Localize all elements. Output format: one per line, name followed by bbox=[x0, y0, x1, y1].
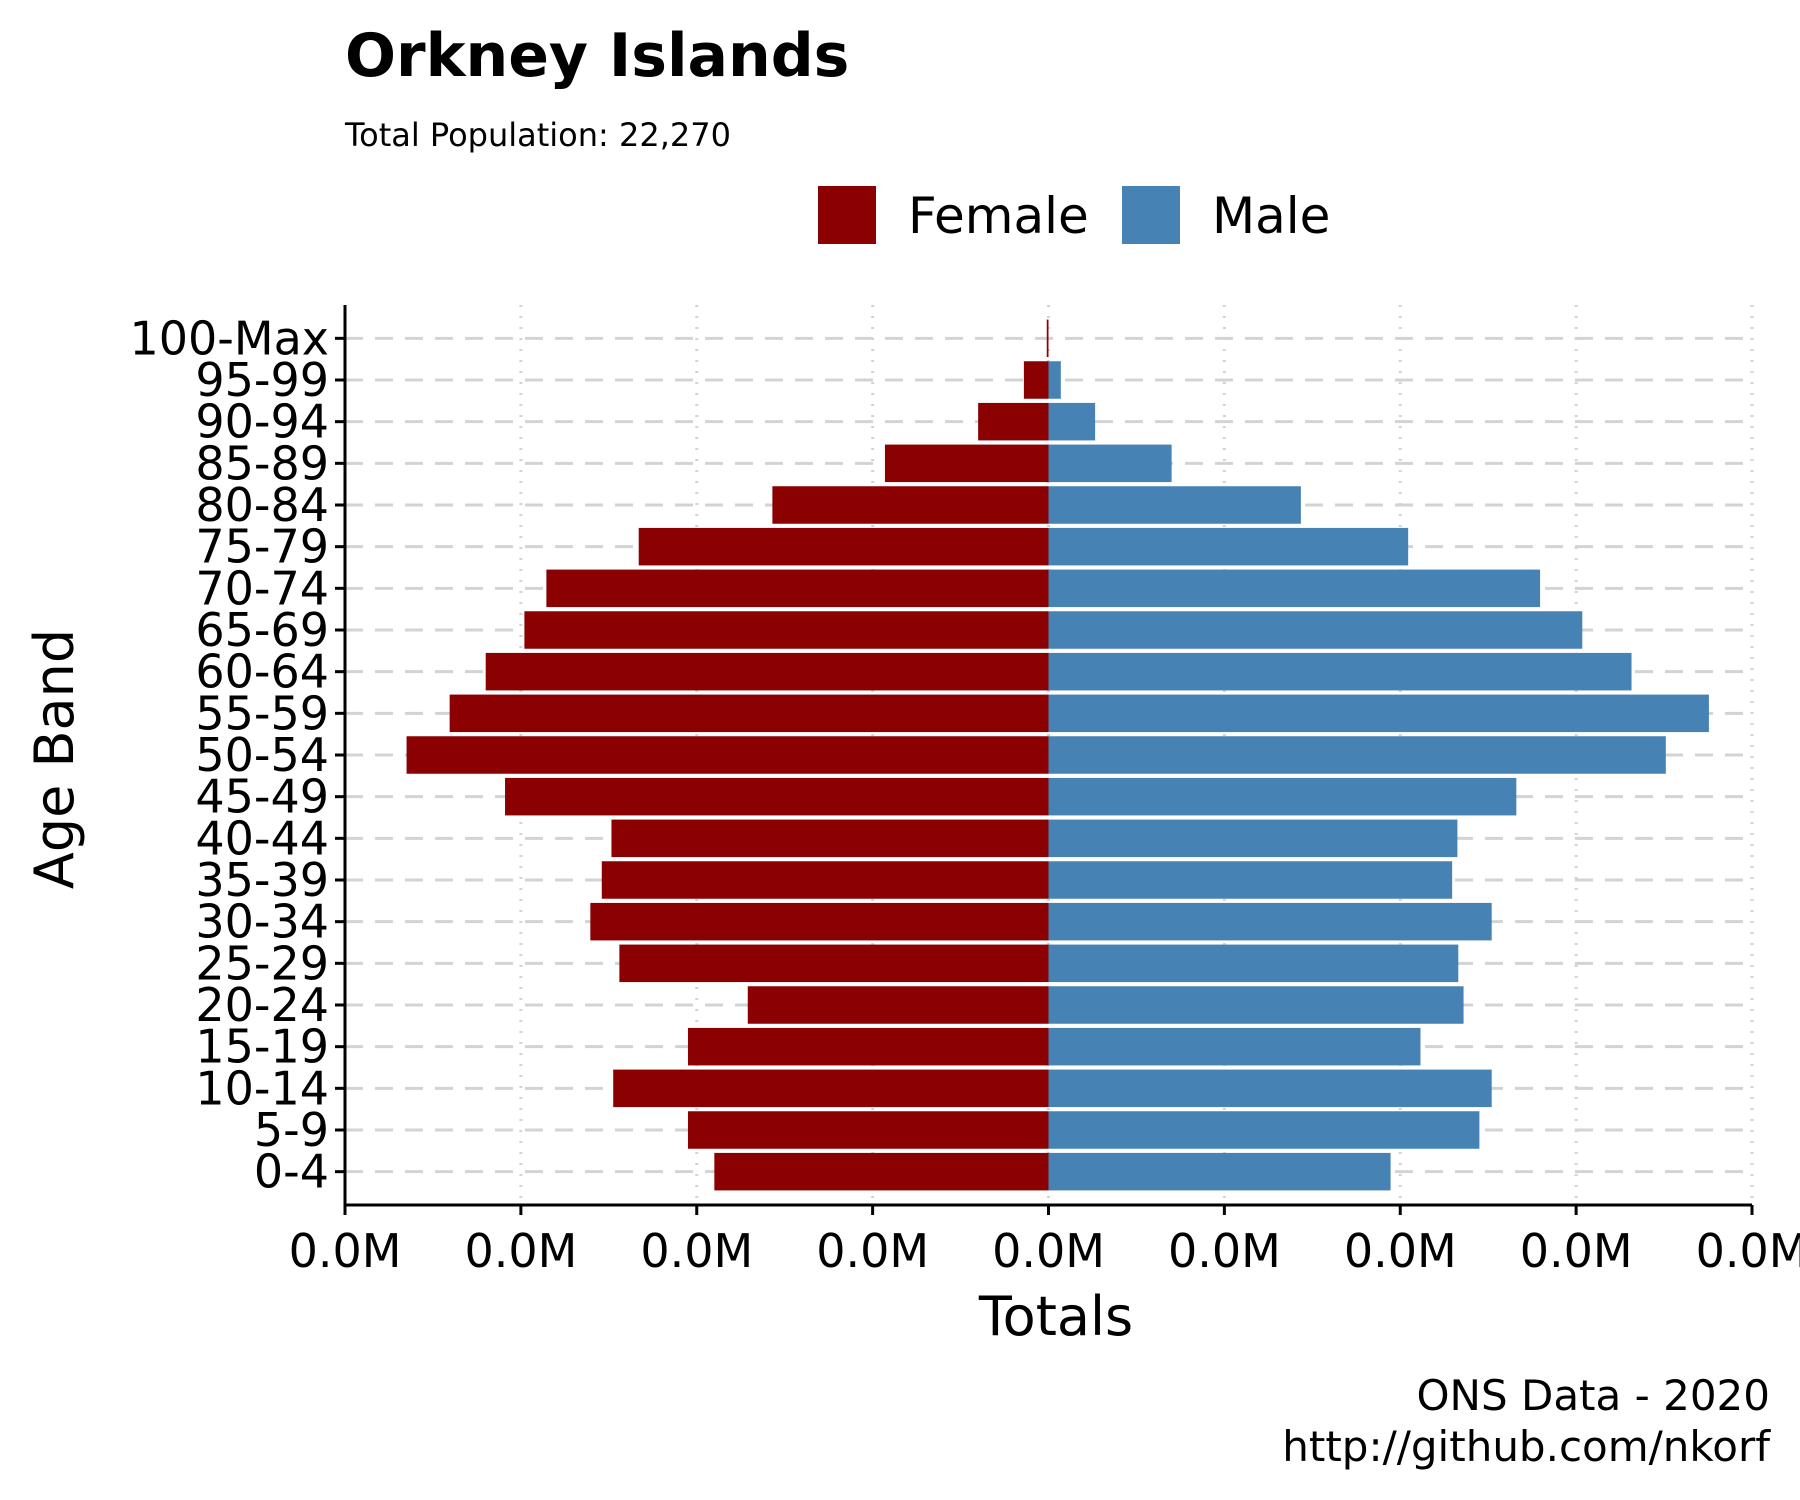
y-tick-label: 55-59 bbox=[195, 686, 329, 740]
x-tick-label: 0.0M bbox=[1344, 1224, 1457, 1278]
bar-female-50-54 bbox=[406, 736, 1049, 774]
bar-female-80-84 bbox=[772, 486, 1049, 524]
bar-male-95-99 bbox=[1048, 361, 1061, 399]
bar-male-40-44 bbox=[1048, 819, 1458, 858]
bar-female-55-59 bbox=[449, 694, 1049, 733]
y-tick-label: 5-9 bbox=[254, 1103, 329, 1157]
bar-male-90-94 bbox=[1048, 402, 1096, 441]
bar-male-45-49 bbox=[1048, 777, 1517, 816]
caption-source: ONS Data - 2020 bbox=[1416, 1371, 1770, 1420]
x-tick-label: 0.0M bbox=[640, 1224, 753, 1278]
legend-swatch-male bbox=[1122, 186, 1180, 244]
x-tick-label: 0.0M bbox=[992, 1224, 1105, 1278]
x-tick-label: 0.0M bbox=[289, 1224, 402, 1278]
bar-female-10-14 bbox=[613, 1069, 1049, 1108]
y-tick-label: 10-14 bbox=[195, 1061, 329, 1115]
axes bbox=[335, 305, 1754, 1215]
x-tick-label: 0.0M bbox=[816, 1224, 929, 1278]
chart-title: Orkney Islands bbox=[345, 21, 849, 91]
bar-male-60-64 bbox=[1048, 652, 1632, 691]
bar-female-75-79 bbox=[638, 527, 1049, 566]
bar-female-95-99 bbox=[1023, 361, 1049, 399]
bar-male-65-69 bbox=[1048, 611, 1583, 649]
bar-male-55-59 bbox=[1048, 694, 1709, 733]
legend: Female Male bbox=[818, 186, 1330, 245]
bar-male-20-24 bbox=[1048, 986, 1464, 1024]
x-tick-label: 0.0M bbox=[1168, 1224, 1281, 1278]
bar-female-30-34 bbox=[590, 902, 1049, 941]
y-tick-label: 35-39 bbox=[195, 853, 329, 907]
y-tick-label: 100-Max bbox=[130, 311, 330, 365]
y-tick-label: 40-44 bbox=[195, 811, 329, 865]
bar-male-15-19 bbox=[1048, 1027, 1421, 1066]
bar-female-90-94 bbox=[978, 402, 1049, 441]
bar-female-35-39 bbox=[601, 861, 1049, 899]
legend-swatch-female bbox=[818, 186, 876, 244]
bar-female-40-44 bbox=[611, 819, 1049, 858]
y-tick-label: 85-89 bbox=[195, 436, 329, 490]
bar-female-20-24 bbox=[747, 986, 1049, 1024]
x-tick-label: 0.0M bbox=[1696, 1224, 1800, 1278]
bar-male-75-79 bbox=[1048, 527, 1409, 566]
bar-male-70-74 bbox=[1048, 569, 1541, 608]
bar-male-80-84 bbox=[1048, 486, 1301, 524]
bar-female-25-29 bbox=[619, 944, 1049, 983]
bar-female-60-64 bbox=[485, 652, 1049, 691]
bar-female-100-Max bbox=[1046, 319, 1049, 358]
y-tick-label: 80-84 bbox=[195, 478, 329, 532]
bar-male-85-89 bbox=[1048, 444, 1172, 483]
x-axis-title: Totals bbox=[978, 1285, 1133, 1348]
legend-label-male: Male bbox=[1212, 187, 1330, 245]
y-axis-title: Age Band bbox=[23, 629, 86, 889]
y-tick-label: 20-24 bbox=[195, 978, 329, 1032]
bar-male-50-54 bbox=[1048, 736, 1666, 774]
y-tick-label: 30-34 bbox=[195, 895, 329, 949]
y-tick-label: 0-4 bbox=[254, 1145, 329, 1199]
bar-male-0-4 bbox=[1048, 1152, 1391, 1191]
tick-labels: 0-45-910-1415-1920-2425-2930-3435-3940-4… bbox=[130, 311, 1800, 1278]
bar-male-35-39 bbox=[1048, 861, 1453, 899]
bar-female-15-19 bbox=[687, 1027, 1049, 1066]
y-tick-label: 15-19 bbox=[195, 1020, 329, 1074]
x-tick-label: 0.0M bbox=[464, 1224, 577, 1278]
y-tick-label: 65-69 bbox=[195, 603, 329, 657]
chart-subtitle: Total Population: 22,270 bbox=[344, 116, 731, 154]
y-tick-label: 95-99 bbox=[195, 353, 329, 407]
caption-url: http://github.com/nkorf bbox=[1282, 1422, 1771, 1471]
bar-male-30-34 bbox=[1048, 902, 1492, 941]
bar-female-70-74 bbox=[546, 569, 1049, 608]
bar-female-65-69 bbox=[524, 611, 1049, 649]
bar-female-45-49 bbox=[505, 777, 1049, 816]
y-tick-label: 70-74 bbox=[195, 561, 329, 615]
bar-female-0-4 bbox=[714, 1152, 1049, 1191]
bar-female-85-89 bbox=[884, 444, 1049, 483]
y-tick-label: 90-94 bbox=[195, 395, 329, 449]
y-tick-label: 50-54 bbox=[195, 728, 329, 782]
bar-female-5-9 bbox=[687, 1111, 1049, 1149]
y-tick-label: 45-49 bbox=[195, 770, 329, 824]
bar-male-25-29 bbox=[1048, 944, 1459, 983]
bars bbox=[406, 319, 1709, 1191]
x-tick-label: 0.0M bbox=[1520, 1224, 1633, 1278]
y-tick-label: 75-79 bbox=[195, 520, 329, 574]
y-tick-label: 60-64 bbox=[195, 645, 329, 699]
bar-male-5-9 bbox=[1048, 1111, 1480, 1149]
legend-label-female: Female bbox=[908, 187, 1089, 245]
bar-male-10-14 bbox=[1048, 1069, 1492, 1108]
y-tick-label: 25-29 bbox=[195, 936, 329, 990]
